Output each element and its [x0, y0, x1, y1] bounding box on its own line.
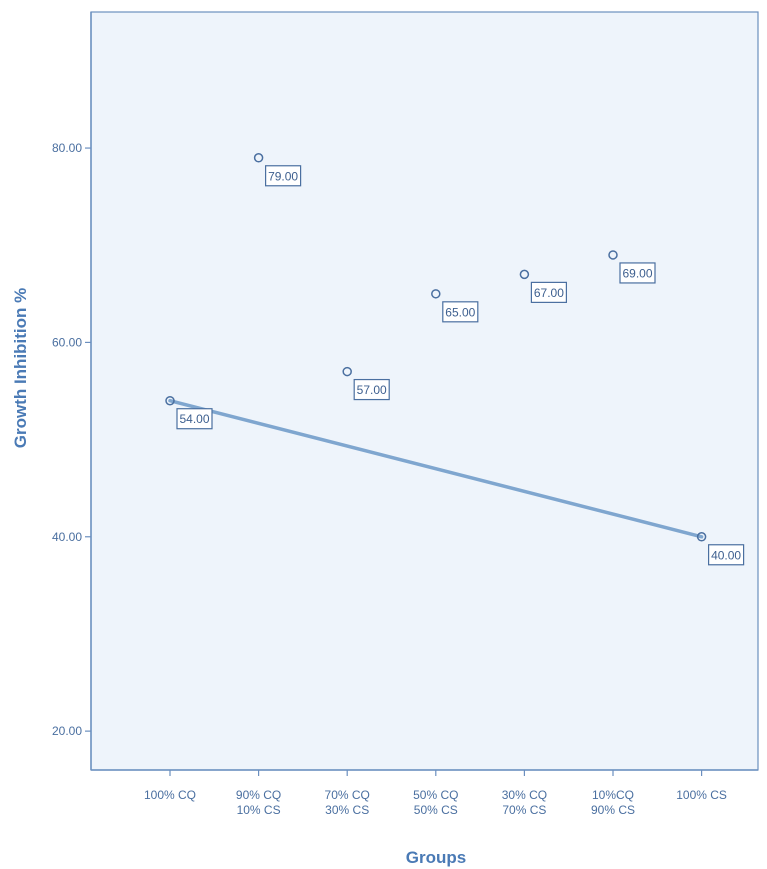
x-tick-label: 70% CQ: [325, 788, 370, 802]
data-label-text: 65.00: [445, 305, 475, 319]
data-label-text: 79.00: [268, 169, 298, 183]
x-tick-label: 90% CS: [591, 803, 635, 817]
data-label-box: [176, 408, 213, 430]
x-tick-label: 90% CQ: [236, 788, 281, 802]
x-axis-title: Groups: [406, 848, 466, 867]
x-tick-label: 10%CQ: [592, 788, 634, 802]
data-label-text: 69.00: [622, 266, 652, 280]
x-tick-label: 100% CS: [676, 788, 727, 802]
data-label-box: [619, 262, 656, 284]
y-tick-label: 60.00: [52, 335, 82, 349]
data-point: [253, 153, 264, 163]
x-tick-label: 30% CQ: [502, 788, 547, 802]
x-tick-label: 70% CS: [502, 803, 546, 817]
data-label-text: 67.00: [534, 286, 564, 300]
data-label: 69.00: [619, 262, 656, 284]
x-tick-label: 10% CS: [237, 803, 281, 817]
plot-area: [90, 11, 759, 771]
data-label: 67.00: [530, 281, 568, 303]
y-tick-label: 80.00: [52, 141, 82, 155]
data-label: 65.00: [442, 301, 479, 323]
x-tick-label: 30% CS: [325, 803, 369, 817]
data-label-box: [353, 378, 390, 401]
data-label: 40.00: [707, 544, 745, 566]
data-label: 79.00: [265, 165, 302, 187]
y-tick-label: 20.00: [52, 724, 82, 738]
data-label: 57.00: [353, 378, 390, 401]
data-point: [519, 269, 530, 280]
data-point: [165, 395, 175, 406]
data-label-box: [442, 301, 479, 323]
data-point: [608, 250, 618, 260]
data-label-text: 54.00: [179, 412, 209, 426]
data-label-box: [530, 281, 568, 303]
data-point: [696, 532, 707, 542]
data-label: 54.00: [176, 408, 213, 430]
data-label-text: 57.00: [357, 383, 387, 397]
data-label-box: [265, 165, 302, 187]
y-axis-title: Growth Inhibition %: [11, 288, 30, 449]
trend-line: [168, 398, 704, 539]
data-point: [342, 366, 352, 377]
x-tick-label: 50% CQ: [413, 788, 458, 802]
data-label-text: 40.00: [711, 548, 741, 562]
data-point: [431, 289, 441, 299]
x-tick-label: 100% CQ: [144, 788, 196, 802]
x-tick-label: 50% CS: [414, 803, 458, 817]
y-tick-label: 40.00: [52, 530, 82, 544]
data-label-box: [707, 544, 745, 566]
